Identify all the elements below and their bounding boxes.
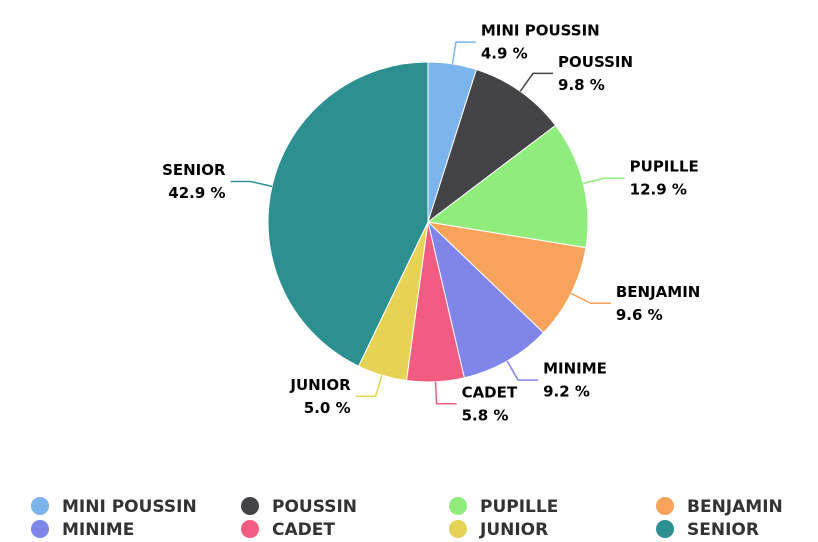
legend-marker [241,497,259,515]
connector [506,360,539,381]
slice-label: BENJAMIN [616,283,701,301]
slice-value: 9.2 % [543,383,590,401]
slice-label: PUPILLE [630,158,699,176]
slice-value: 9.8 % [558,76,605,94]
slice-value: 5.0 % [304,399,351,417]
slice-label: POUSSIN [558,53,633,71]
slice-label: MINIME [543,360,607,378]
connector [570,292,611,305]
connector [519,72,554,92]
legend-label: CADET [272,520,335,540]
legend-marker [449,520,467,538]
pie-slice [426,124,589,249]
connector [583,177,625,185]
slice-value: 9.6 % [616,306,663,324]
slice-value: 5.8 % [462,406,509,424]
legend-label: MINI POUSSIN [62,497,197,517]
slice-label: SENIOR [162,161,226,179]
connector [451,41,476,65]
slice-label: CADET [462,383,518,401]
legend-marker [31,497,49,515]
slice-value: 4.9 % [481,45,528,63]
legend-label: PUPILLE [480,497,558,517]
connector [434,381,457,405]
legend-marker [449,497,467,515]
pie-slice [427,220,545,379]
slice-label: MINI POUSSIN [481,22,600,40]
legend-label: POUSSIN [272,497,357,517]
slice-value: 12.9 % [630,181,687,199]
legend-label: JUNIOR [479,520,548,540]
connector [355,375,383,398]
slice-label: JUNIOR [289,376,351,394]
connector [230,180,273,188]
legend-marker [31,520,49,538]
slice-value: 42.9 % [168,184,225,202]
legend-label: SENIOR [687,520,759,540]
pie-slice [427,68,557,224]
legend-marker [656,497,674,515]
pie-slice [267,61,429,367]
legend-marker [241,520,259,538]
legend-label: MINIME [62,520,134,540]
legend-marker [656,520,674,538]
legend-label: BENJAMIN [687,497,783,517]
